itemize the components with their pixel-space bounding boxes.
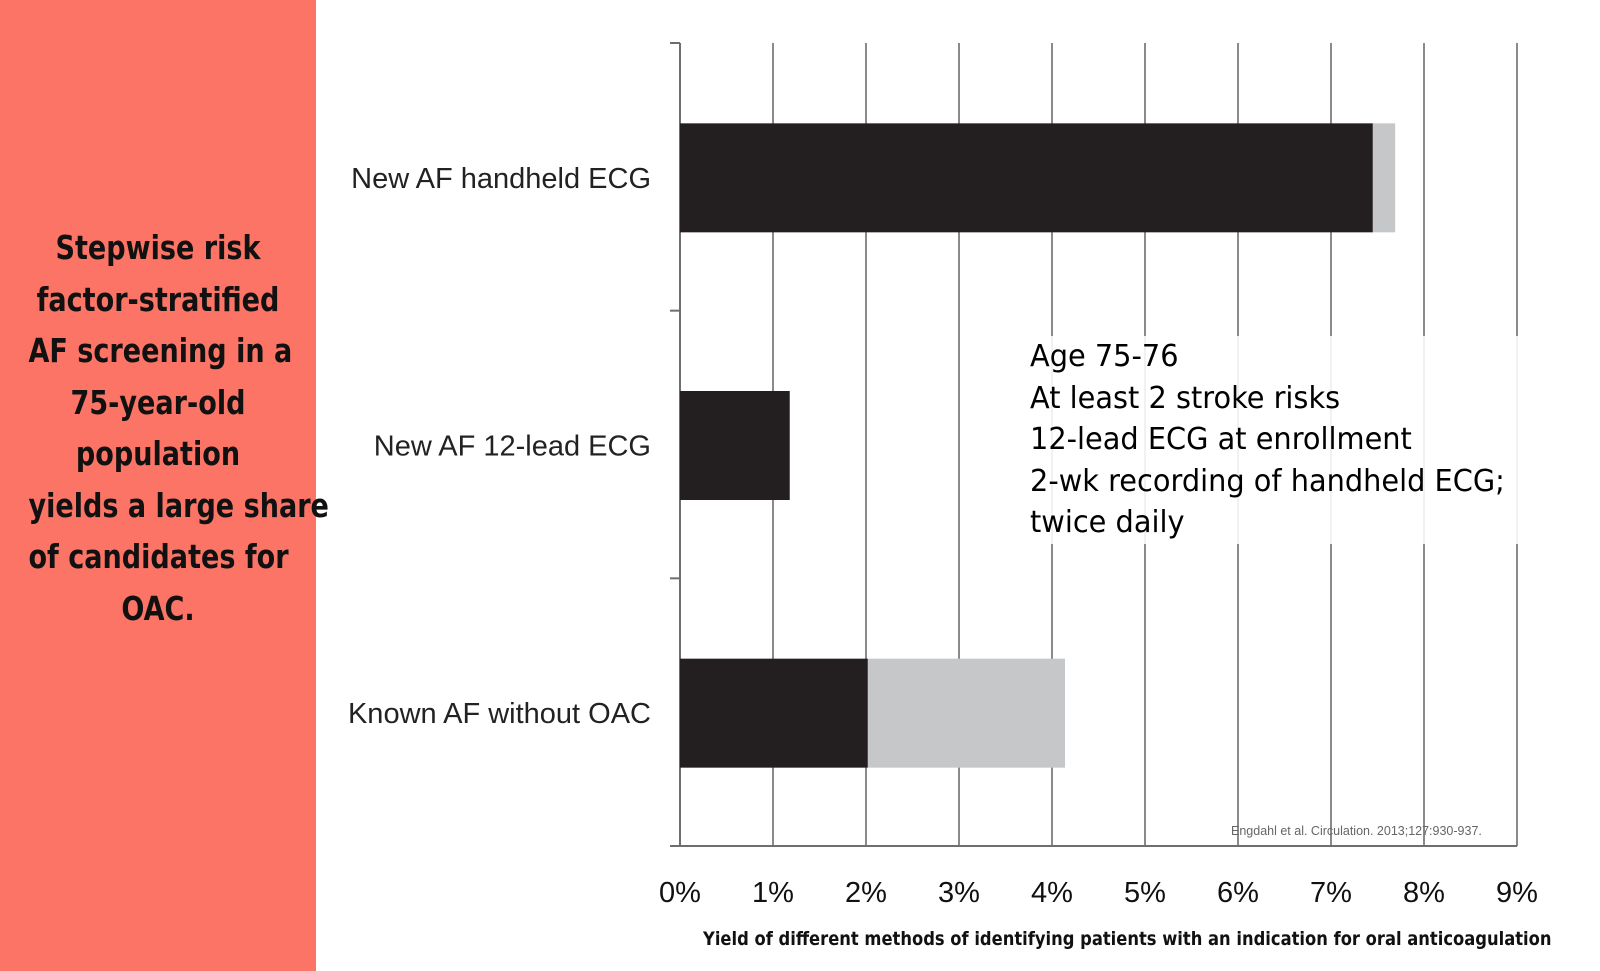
criteria-line: At least 2 stroke risks [1030, 380, 1341, 416]
x-tick-label: 2% [845, 877, 887, 909]
x-tick-label: 4% [1031, 877, 1073, 909]
criteria-line: twice daily [1030, 505, 1185, 540]
x-tick-label: 3% [938, 877, 980, 909]
side-headline-line: of candidates for [28, 537, 289, 576]
criteria-line: 12-lead ECG at enrollment [1030, 422, 1412, 457]
x-tick-label: 0% [659, 877, 701, 909]
bar-segment [680, 658, 868, 768]
side-headline-line: Stepwise risk [55, 228, 261, 267]
bar-segment [680, 123, 1373, 233]
x-tick-label: 8% [1403, 877, 1445, 909]
category-label: New AF 12-lead ECG [374, 431, 651, 463]
side-headline-line: yields a large share [28, 485, 329, 525]
x-tick-label: 7% [1310, 877, 1352, 909]
side-headline-line: OAC. [121, 588, 195, 628]
bar-segment [1372, 123, 1396, 233]
side-headline-line: population [75, 434, 241, 473]
side-headline-line: 75-year-old [70, 382, 246, 422]
criteria-line: Age 75-76 [1030, 339, 1179, 374]
citation: Engdahl et al. Circulation. 2013;127:930… [1231, 824, 1482, 838]
side-panel: Stepwise risk factor-stratified AF scree… [0, 0, 329, 971]
bar-segment [867, 658, 1066, 768]
study-criteria-note: Age 75-76 At least 2 stroke risks 12-lea… [1030, 336, 1590, 544]
bar-segment [680, 391, 790, 500]
criteria-line: 2-wk recording of handheld ECG; [1030, 463, 1505, 499]
x-tick-label: 5% [1124, 877, 1166, 909]
x-axis-title: Yield of different methods of identifyin… [703, 928, 1552, 950]
side-headline-line: factor-stratified [36, 279, 280, 319]
category-label: Known AF without OAC [348, 698, 651, 730]
x-tick-label: 1% [752, 877, 794, 909]
category-label: New AF handheld ECG [351, 163, 651, 195]
x-tick-label: 9% [1496, 877, 1538, 909]
x-tick-label: 6% [1217, 877, 1259, 909]
side-headline-line: AF screening in a [28, 331, 293, 370]
side-headline: Stepwise risk factor-stratified AF scree… [28, 222, 329, 634]
